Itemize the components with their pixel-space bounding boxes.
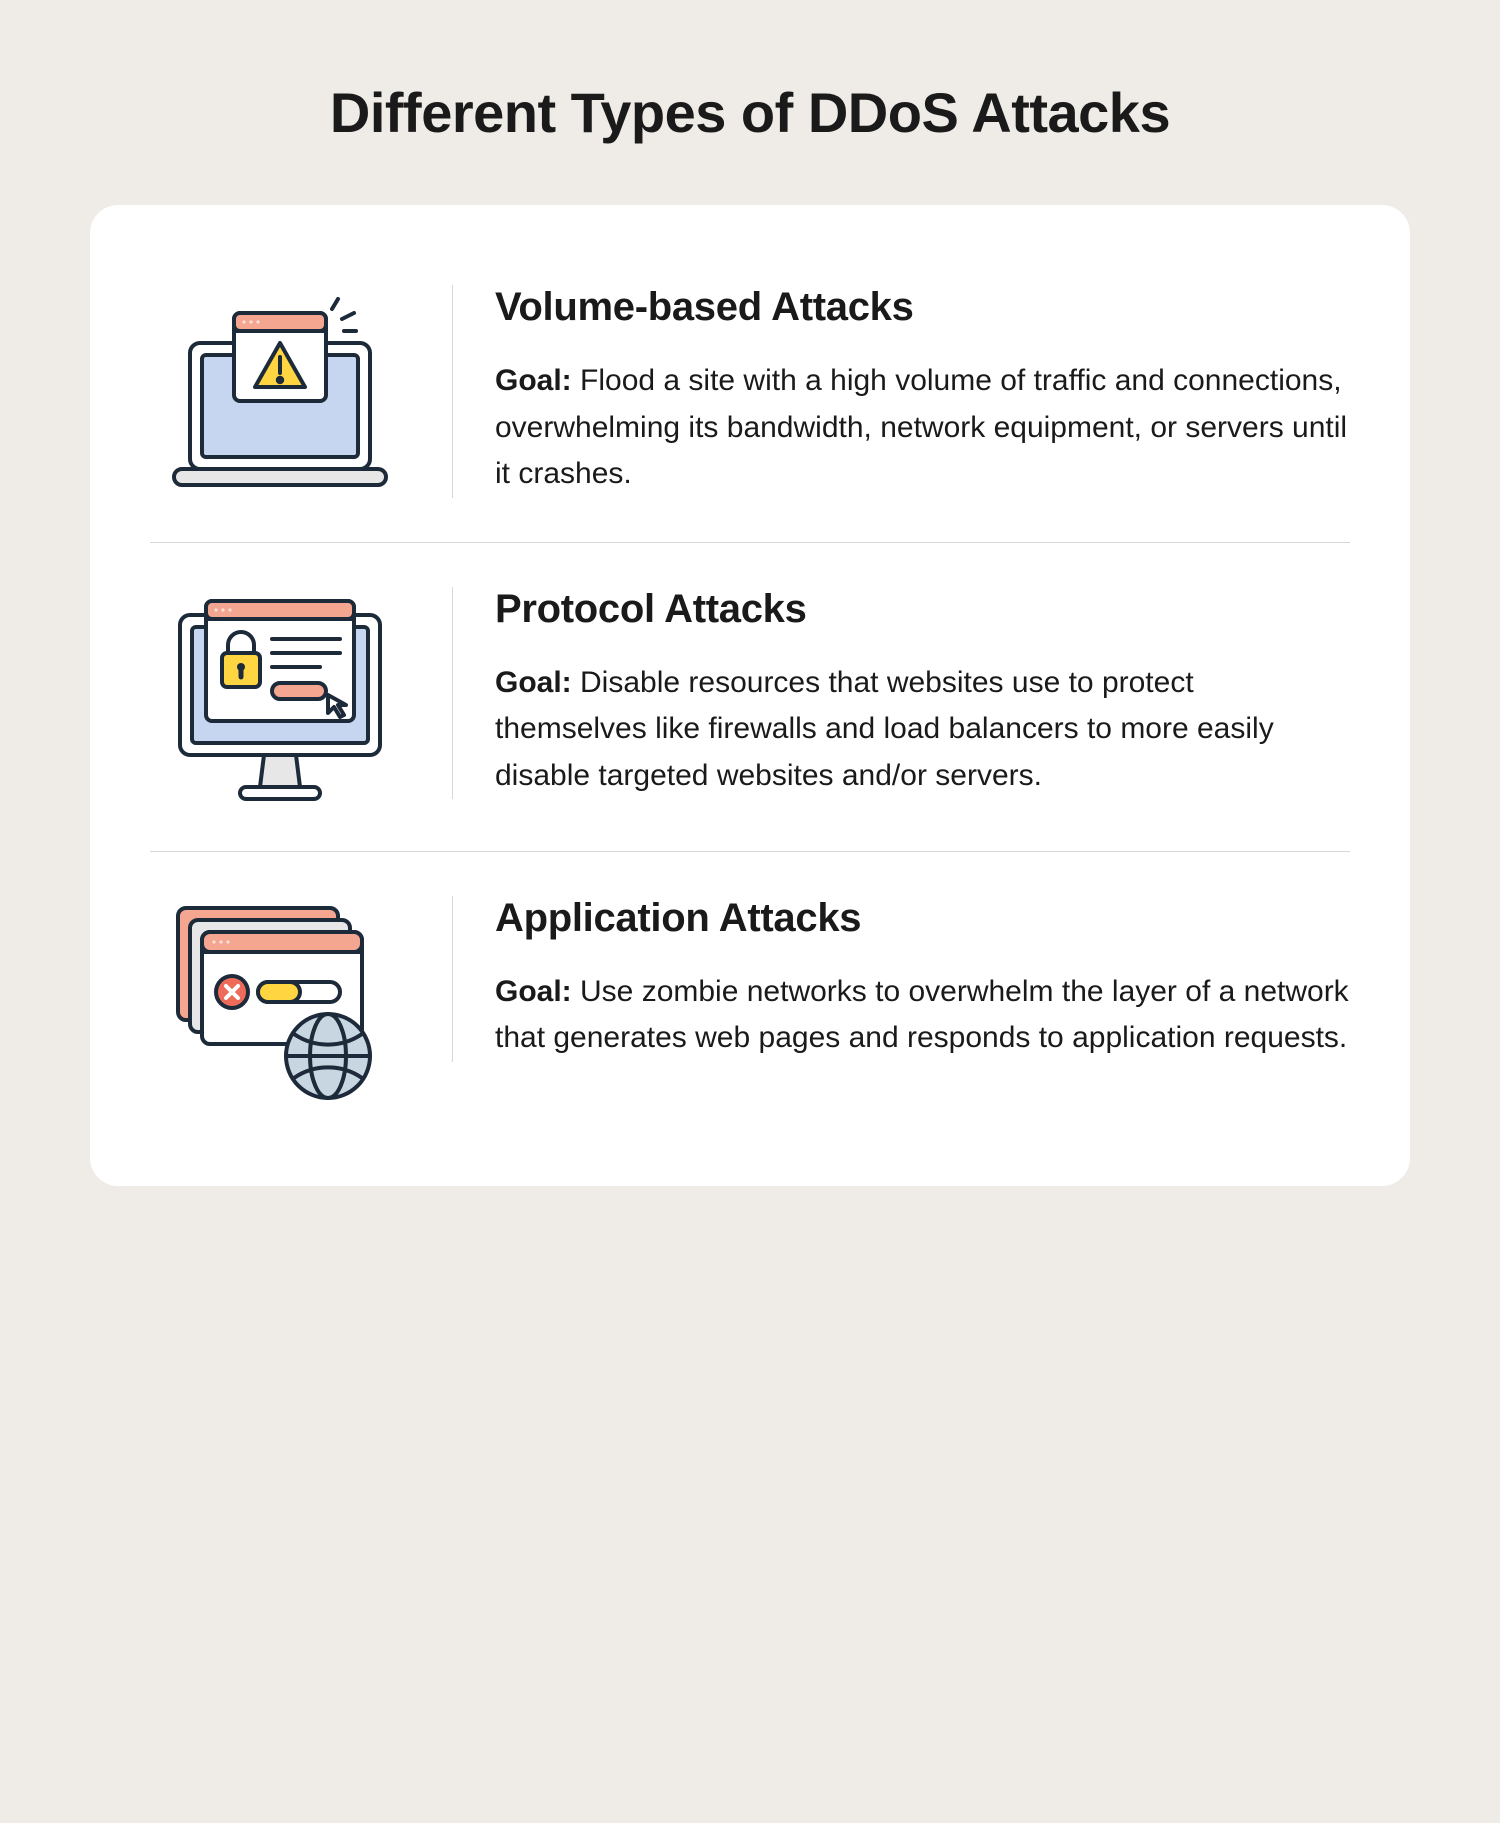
section-protocol-text: Disable resources that websites use to p… — [495, 666, 1274, 792]
section-volume-text: Flood a site with a high volume of traff… — [495, 364, 1347, 490]
attacks-card: Volume-based Attacks Goal: Flood a site … — [90, 205, 1410, 1186]
section-protocol-title: Protocol Attacks — [453, 587, 1350, 632]
goal-label: Goal: — [495, 666, 572, 699]
section-application-body: Goal: Use zombie networks to overwhelm t… — [495, 969, 1350, 1062]
section-volume-title: Volume-based Attacks — [453, 285, 1350, 330]
laptop-warning-icon — [150, 291, 410, 491]
section-protocol-body: Goal: Disable resources that websites us… — [495, 660, 1350, 800]
page-title: Different Types of DDoS Attacks — [90, 80, 1410, 145]
section-application-title: Application Attacks — [453, 896, 1350, 941]
monitor-lock-icon — [150, 587, 410, 807]
goal-label: Goal: — [495, 364, 572, 397]
windows-globe-icon — [150, 896, 410, 1106]
section-volume-body: Goal: Flood a site with a high volume of… — [495, 358, 1350, 498]
section-protocol: Protocol Attacks Goal: Disable resources… — [150, 542, 1350, 851]
goal-label: Goal: — [495, 975, 572, 1008]
section-application: Application Attacks Goal: Use zombie net… — [150, 851, 1350, 1150]
section-volume: Volume-based Attacks Goal: Flood a site … — [150, 241, 1350, 542]
section-application-text: Use zombie networks to overwhelm the lay… — [495, 975, 1349, 1055]
